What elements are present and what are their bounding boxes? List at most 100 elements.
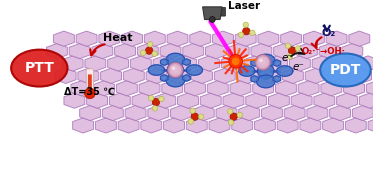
Circle shape (257, 56, 269, 68)
Polygon shape (274, 43, 294, 59)
Polygon shape (118, 118, 139, 133)
Polygon shape (73, 118, 94, 133)
Polygon shape (101, 68, 122, 83)
Polygon shape (366, 81, 378, 96)
Text: PDT: PDT (330, 63, 361, 77)
Polygon shape (221, 56, 242, 71)
Polygon shape (169, 68, 190, 83)
Polygon shape (71, 81, 92, 96)
Polygon shape (232, 118, 253, 133)
Polygon shape (239, 66, 255, 76)
Polygon shape (260, 68, 280, 83)
Polygon shape (125, 106, 146, 121)
Circle shape (295, 46, 301, 51)
Polygon shape (115, 43, 136, 59)
Polygon shape (359, 93, 378, 108)
Circle shape (250, 30, 255, 36)
Polygon shape (368, 118, 378, 133)
Polygon shape (149, 65, 164, 75)
Circle shape (230, 113, 237, 120)
Polygon shape (94, 81, 115, 96)
Circle shape (258, 63, 274, 79)
Circle shape (152, 106, 158, 111)
FancyBboxPatch shape (86, 69, 93, 94)
Polygon shape (109, 93, 130, 108)
Polygon shape (162, 81, 183, 96)
Polygon shape (183, 59, 190, 65)
Circle shape (227, 109, 233, 114)
Circle shape (239, 32, 244, 37)
Polygon shape (344, 81, 364, 96)
Polygon shape (166, 53, 185, 66)
Circle shape (85, 88, 95, 99)
Polygon shape (298, 81, 319, 96)
Circle shape (209, 17, 215, 22)
Circle shape (229, 54, 242, 68)
Polygon shape (178, 93, 198, 108)
Text: O₂: O₂ (321, 28, 335, 38)
Polygon shape (314, 93, 335, 108)
FancyBboxPatch shape (218, 7, 225, 16)
Polygon shape (228, 43, 249, 59)
Polygon shape (257, 75, 275, 88)
Circle shape (167, 62, 184, 78)
Polygon shape (203, 7, 222, 19)
Polygon shape (209, 118, 230, 133)
Polygon shape (160, 43, 181, 59)
Polygon shape (305, 68, 326, 83)
Circle shape (191, 113, 198, 120)
Circle shape (167, 62, 183, 78)
Circle shape (149, 95, 154, 101)
Text: ΔT=35 ℃: ΔT=35 ℃ (64, 87, 115, 97)
Polygon shape (268, 93, 290, 108)
Polygon shape (102, 106, 123, 121)
Circle shape (141, 50, 146, 55)
Polygon shape (108, 56, 129, 71)
Polygon shape (122, 31, 143, 46)
Polygon shape (304, 31, 324, 46)
Polygon shape (277, 66, 293, 76)
Polygon shape (186, 118, 207, 133)
Polygon shape (321, 81, 342, 96)
Polygon shape (282, 68, 304, 83)
Polygon shape (358, 56, 378, 71)
Circle shape (152, 98, 160, 106)
Circle shape (188, 119, 194, 124)
Circle shape (260, 59, 266, 65)
Polygon shape (351, 68, 372, 83)
Polygon shape (254, 118, 276, 133)
Polygon shape (335, 56, 356, 71)
Polygon shape (192, 68, 212, 83)
Circle shape (198, 114, 204, 119)
Text: Laser: Laser (228, 1, 260, 11)
Polygon shape (345, 118, 366, 133)
Polygon shape (273, 60, 280, 66)
Polygon shape (186, 65, 203, 75)
Polygon shape (267, 56, 288, 71)
Ellipse shape (11, 50, 68, 87)
Polygon shape (193, 106, 214, 121)
Polygon shape (307, 106, 328, 121)
Polygon shape (323, 118, 344, 133)
Circle shape (232, 57, 240, 65)
Polygon shape (239, 106, 260, 121)
Polygon shape (170, 106, 192, 121)
Polygon shape (223, 93, 244, 108)
Polygon shape (183, 43, 204, 59)
Polygon shape (375, 106, 378, 121)
Polygon shape (206, 43, 226, 59)
Polygon shape (349, 31, 370, 46)
Polygon shape (62, 56, 83, 71)
Polygon shape (80, 106, 101, 121)
Polygon shape (276, 81, 296, 96)
Polygon shape (277, 118, 298, 133)
Polygon shape (85, 56, 106, 71)
Polygon shape (251, 60, 259, 66)
Polygon shape (132, 93, 153, 108)
Polygon shape (148, 106, 169, 121)
Text: e⁻: e⁻ (281, 53, 293, 63)
Polygon shape (251, 43, 272, 59)
Polygon shape (166, 74, 185, 87)
Circle shape (237, 112, 243, 118)
Text: e⁻: e⁻ (292, 62, 304, 72)
